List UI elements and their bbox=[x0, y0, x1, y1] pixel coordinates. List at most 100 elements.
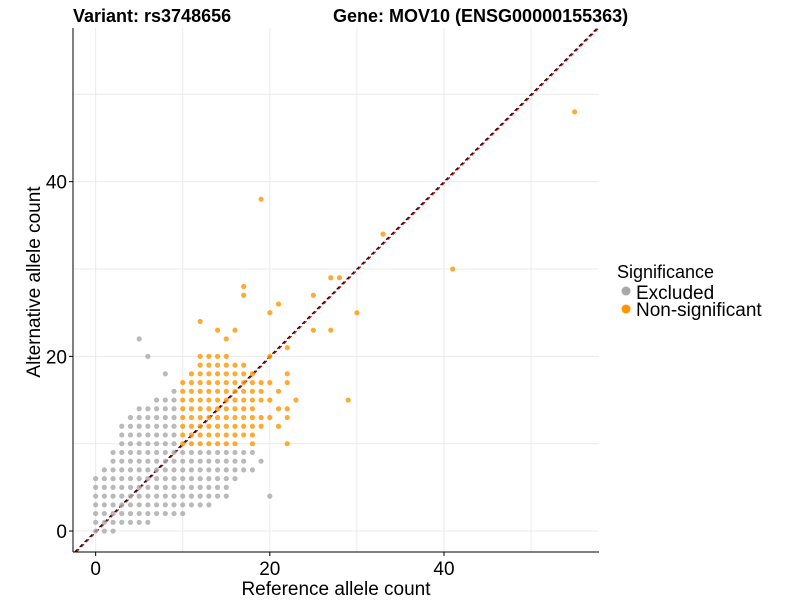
point-non-significant bbox=[188, 432, 195, 438]
point-non-significant bbox=[197, 388, 203, 394]
point-excluded bbox=[171, 467, 177, 473]
point-non-significant bbox=[232, 441, 238, 447]
point-non-significant bbox=[214, 397, 221, 403]
point-non-significant bbox=[223, 336, 229, 342]
point-excluded bbox=[119, 467, 125, 473]
point-non-significant bbox=[214, 441, 221, 447]
point-non-significant bbox=[241, 414, 247, 421]
point-excluded bbox=[162, 441, 168, 447]
point-excluded bbox=[110, 476, 116, 482]
point-non-significant bbox=[214, 406, 221, 412]
point-excluded bbox=[119, 458, 125, 464]
point-excluded bbox=[154, 510, 160, 517]
point-non-significant bbox=[241, 406, 247, 412]
point-non-significant bbox=[241, 292, 247, 298]
point-excluded bbox=[180, 467, 186, 473]
point-excluded bbox=[127, 441, 134, 447]
point-excluded bbox=[154, 406, 160, 412]
point-non-significant bbox=[180, 432, 186, 438]
point-non-significant bbox=[197, 414, 203, 421]
point-non-significant bbox=[214, 362, 221, 368]
point-excluded bbox=[154, 476, 160, 482]
point-excluded bbox=[162, 397, 168, 403]
point-non-significant bbox=[267, 379, 273, 386]
point-excluded bbox=[127, 519, 134, 525]
y-tick-label: 40 bbox=[46, 173, 67, 194]
point-excluded bbox=[223, 484, 229, 490]
point-excluded bbox=[119, 476, 125, 482]
point-non-significant bbox=[232, 414, 238, 421]
point-excluded bbox=[214, 467, 221, 473]
point-non-significant bbox=[206, 423, 212, 429]
point-excluded bbox=[110, 449, 116, 456]
point-excluded bbox=[180, 510, 186, 517]
point-excluded bbox=[145, 406, 151, 412]
point-excluded bbox=[119, 493, 125, 499]
point-non-significant bbox=[214, 353, 221, 359]
point-non-significant bbox=[197, 379, 203, 386]
point-non-significant bbox=[284, 371, 290, 377]
point-excluded bbox=[101, 502, 107, 508]
point-excluded bbox=[145, 467, 151, 473]
point-excluded bbox=[154, 458, 160, 464]
point-excluded bbox=[110, 519, 116, 525]
legend-excluded-label: Excluded bbox=[636, 283, 714, 304]
point-non-significant bbox=[232, 397, 238, 403]
x-tick-label: 0 bbox=[90, 559, 101, 580]
point-non-significant bbox=[188, 397, 195, 403]
point-excluded bbox=[145, 484, 151, 490]
point-excluded bbox=[136, 519, 142, 525]
point-excluded bbox=[136, 493, 142, 499]
point-excluded bbox=[206, 484, 212, 490]
point-non-significant bbox=[180, 388, 186, 394]
point-excluded bbox=[197, 493, 203, 499]
point-excluded bbox=[93, 519, 99, 525]
point-excluded bbox=[110, 493, 116, 499]
point-excluded bbox=[162, 423, 168, 429]
point-excluded bbox=[136, 432, 142, 438]
point-non-significant bbox=[197, 432, 203, 438]
point-excluded bbox=[171, 388, 177, 394]
point-excluded bbox=[214, 449, 221, 456]
legend-excluded-marker bbox=[621, 286, 631, 296]
point-excluded bbox=[127, 467, 134, 473]
point-non-significant bbox=[180, 397, 186, 403]
point-excluded bbox=[171, 458, 177, 464]
point-excluded bbox=[119, 449, 125, 456]
point-excluded bbox=[145, 493, 151, 499]
point-excluded bbox=[136, 476, 142, 482]
point-excluded bbox=[197, 449, 203, 456]
point-excluded bbox=[154, 423, 160, 429]
point-non-significant bbox=[197, 362, 203, 368]
point-non-significant bbox=[223, 362, 229, 368]
point-excluded bbox=[180, 493, 186, 499]
point-excluded bbox=[119, 441, 125, 447]
point-excluded bbox=[232, 449, 238, 456]
point-excluded bbox=[127, 484, 134, 490]
point-non-significant bbox=[258, 423, 264, 429]
point-non-significant bbox=[328, 327, 334, 333]
point-non-significant bbox=[206, 441, 212, 447]
point-non-significant bbox=[188, 406, 195, 412]
point-excluded bbox=[162, 493, 168, 499]
point-excluded bbox=[119, 510, 125, 517]
point-excluded bbox=[110, 467, 116, 473]
point-excluded bbox=[154, 397, 160, 403]
point-non-significant bbox=[232, 432, 238, 438]
point-excluded bbox=[136, 406, 142, 412]
reference-line-red bbox=[75, 27, 600, 553]
point-non-significant bbox=[197, 423, 203, 429]
point-non-significant bbox=[249, 432, 255, 438]
point-excluded bbox=[223, 476, 229, 482]
point-non-significant bbox=[214, 379, 221, 386]
legend-nonsignificant-marker bbox=[621, 304, 631, 314]
point-non-significant bbox=[241, 423, 247, 429]
point-excluded bbox=[145, 414, 151, 421]
point-non-significant bbox=[223, 353, 229, 359]
point-excluded bbox=[136, 458, 142, 464]
point-non-significant bbox=[188, 371, 195, 377]
point-non-significant bbox=[214, 423, 221, 429]
point-non-significant bbox=[214, 388, 221, 394]
point-excluded bbox=[180, 458, 186, 464]
